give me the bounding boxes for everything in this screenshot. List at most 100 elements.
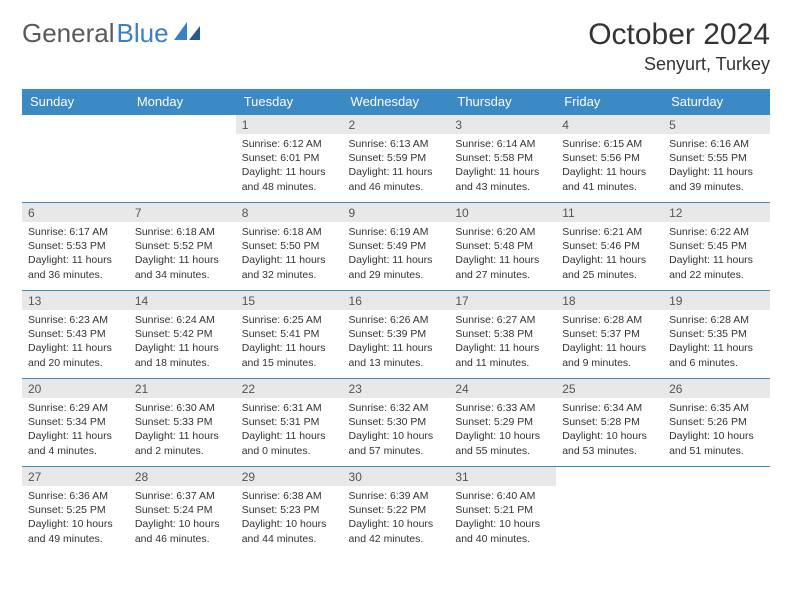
day-number: 30 bbox=[343, 467, 450, 486]
calendar-cell: 19Sunrise: 6:28 AMSunset: 5:35 PMDayligh… bbox=[663, 291, 770, 379]
brand-part2: Blue bbox=[117, 18, 169, 49]
day-number: 26 bbox=[663, 379, 770, 398]
calendar-cell: 23Sunrise: 6:32 AMSunset: 5:30 PMDayligh… bbox=[343, 379, 450, 467]
day-content: Sunrise: 6:16 AMSunset: 5:55 PMDaylight:… bbox=[663, 134, 770, 198]
day-content: Sunrise: 6:23 AMSunset: 5:43 PMDaylight:… bbox=[22, 310, 129, 374]
day-content: Sunrise: 6:18 AMSunset: 5:50 PMDaylight:… bbox=[236, 222, 343, 286]
day-content: Sunrise: 6:14 AMSunset: 5:58 PMDaylight:… bbox=[449, 134, 556, 198]
day-number: 24 bbox=[449, 379, 556, 398]
day-number: 28 bbox=[129, 467, 236, 486]
day-content: Sunrise: 6:37 AMSunset: 5:24 PMDaylight:… bbox=[129, 486, 236, 550]
calendar-cell: 1Sunrise: 6:12 AMSunset: 6:01 PMDaylight… bbox=[236, 115, 343, 203]
calendar-cell: 10Sunrise: 6:20 AMSunset: 5:48 PMDayligh… bbox=[449, 203, 556, 291]
day-content: Sunrise: 6:28 AMSunset: 5:35 PMDaylight:… bbox=[663, 310, 770, 374]
calendar-cell: 15Sunrise: 6:25 AMSunset: 5:41 PMDayligh… bbox=[236, 291, 343, 379]
day-number: 8 bbox=[236, 203, 343, 222]
day-content: Sunrise: 6:13 AMSunset: 5:59 PMDaylight:… bbox=[343, 134, 450, 198]
calendar-cell: 18Sunrise: 6:28 AMSunset: 5:37 PMDayligh… bbox=[556, 291, 663, 379]
day-content: Sunrise: 6:18 AMSunset: 5:52 PMDaylight:… bbox=[129, 222, 236, 286]
day-content: Sunrise: 6:15 AMSunset: 5:56 PMDaylight:… bbox=[556, 134, 663, 198]
calendar-cell: 7Sunrise: 6:18 AMSunset: 5:52 PMDaylight… bbox=[129, 203, 236, 291]
calendar-cell bbox=[556, 467, 663, 555]
day-content: Sunrise: 6:33 AMSunset: 5:29 PMDaylight:… bbox=[449, 398, 556, 462]
day-number: 29 bbox=[236, 467, 343, 486]
calendar-cell: 9Sunrise: 6:19 AMSunset: 5:49 PMDaylight… bbox=[343, 203, 450, 291]
day-number: 27 bbox=[22, 467, 129, 486]
day-content: Sunrise: 6:40 AMSunset: 5:21 PMDaylight:… bbox=[449, 486, 556, 550]
month-title: October 2024 bbox=[588, 18, 770, 52]
calendar-week: 6Sunrise: 6:17 AMSunset: 5:53 PMDaylight… bbox=[22, 203, 770, 291]
dayname-wednesday: Wednesday bbox=[343, 89, 450, 115]
day-number: 21 bbox=[129, 379, 236, 398]
day-number: 12 bbox=[663, 203, 770, 222]
page-header: GeneralBlue October 2024 Senyurt, Turkey bbox=[22, 18, 770, 75]
brand-part1: General bbox=[22, 18, 115, 49]
calendar-header-row: SundayMondayTuesdayWednesdayThursdayFrid… bbox=[22, 89, 770, 115]
calendar-cell: 16Sunrise: 6:26 AMSunset: 5:39 PMDayligh… bbox=[343, 291, 450, 379]
day-number: 18 bbox=[556, 291, 663, 310]
day-content: Sunrise: 6:24 AMSunset: 5:42 PMDaylight:… bbox=[129, 310, 236, 374]
calendar-week: 27Sunrise: 6:36 AMSunset: 5:25 PMDayligh… bbox=[22, 467, 770, 555]
day-content: Sunrise: 6:25 AMSunset: 5:41 PMDaylight:… bbox=[236, 310, 343, 374]
calendar-cell: 24Sunrise: 6:33 AMSunset: 5:29 PMDayligh… bbox=[449, 379, 556, 467]
calendar-cell: 30Sunrise: 6:39 AMSunset: 5:22 PMDayligh… bbox=[343, 467, 450, 555]
sail-icon bbox=[174, 18, 200, 49]
calendar-cell bbox=[22, 115, 129, 203]
day-number: 6 bbox=[22, 203, 129, 222]
calendar-cell: 12Sunrise: 6:22 AMSunset: 5:45 PMDayligh… bbox=[663, 203, 770, 291]
calendar-cell: 8Sunrise: 6:18 AMSunset: 5:50 PMDaylight… bbox=[236, 203, 343, 291]
day-number: 10 bbox=[449, 203, 556, 222]
calendar-cell: 28Sunrise: 6:37 AMSunset: 5:24 PMDayligh… bbox=[129, 467, 236, 555]
calendar-cell: 29Sunrise: 6:38 AMSunset: 5:23 PMDayligh… bbox=[236, 467, 343, 555]
day-content: Sunrise: 6:28 AMSunset: 5:37 PMDaylight:… bbox=[556, 310, 663, 374]
day-content: Sunrise: 6:30 AMSunset: 5:33 PMDaylight:… bbox=[129, 398, 236, 462]
calendar-cell: 25Sunrise: 6:34 AMSunset: 5:28 PMDayligh… bbox=[556, 379, 663, 467]
day-number: 25 bbox=[556, 379, 663, 398]
calendar-cell: 22Sunrise: 6:31 AMSunset: 5:31 PMDayligh… bbox=[236, 379, 343, 467]
calendar-cell bbox=[663, 467, 770, 555]
calendar-cell: 26Sunrise: 6:35 AMSunset: 5:26 PMDayligh… bbox=[663, 379, 770, 467]
calendar-cell: 31Sunrise: 6:40 AMSunset: 5:21 PMDayligh… bbox=[449, 467, 556, 555]
dayname-friday: Friday bbox=[556, 89, 663, 115]
dayname-monday: Monday bbox=[129, 89, 236, 115]
dayname-thursday: Thursday bbox=[449, 89, 556, 115]
day-content: Sunrise: 6:35 AMSunset: 5:26 PMDaylight:… bbox=[663, 398, 770, 462]
day-number: 22 bbox=[236, 379, 343, 398]
day-content: Sunrise: 6:26 AMSunset: 5:39 PMDaylight:… bbox=[343, 310, 450, 374]
calendar-cell: 4Sunrise: 6:15 AMSunset: 5:56 PMDaylight… bbox=[556, 115, 663, 203]
day-number: 16 bbox=[343, 291, 450, 310]
calendar-cell: 17Sunrise: 6:27 AMSunset: 5:38 PMDayligh… bbox=[449, 291, 556, 379]
day-content: Sunrise: 6:21 AMSunset: 5:46 PMDaylight:… bbox=[556, 222, 663, 286]
day-number: 14 bbox=[129, 291, 236, 310]
calendar-week: 20Sunrise: 6:29 AMSunset: 5:34 PMDayligh… bbox=[22, 379, 770, 467]
day-number: 7 bbox=[129, 203, 236, 222]
day-number: 3 bbox=[449, 115, 556, 134]
day-number: 11 bbox=[556, 203, 663, 222]
location-label: Senyurt, Turkey bbox=[588, 54, 770, 75]
calendar-table: SundayMondayTuesdayWednesdayThursdayFrid… bbox=[22, 89, 770, 555]
day-number: 15 bbox=[236, 291, 343, 310]
calendar-cell: 2Sunrise: 6:13 AMSunset: 5:59 PMDaylight… bbox=[343, 115, 450, 203]
day-number: 19 bbox=[663, 291, 770, 310]
day-content: Sunrise: 6:27 AMSunset: 5:38 PMDaylight:… bbox=[449, 310, 556, 374]
calendar-cell: 27Sunrise: 6:36 AMSunset: 5:25 PMDayligh… bbox=[22, 467, 129, 555]
title-block: October 2024 Senyurt, Turkey bbox=[588, 18, 770, 75]
dayname-sunday: Sunday bbox=[22, 89, 129, 115]
dayname-saturday: Saturday bbox=[663, 89, 770, 115]
calendar-week: 1Sunrise: 6:12 AMSunset: 6:01 PMDaylight… bbox=[22, 115, 770, 203]
calendar-cell: 20Sunrise: 6:29 AMSunset: 5:34 PMDayligh… bbox=[22, 379, 129, 467]
calendar-cell: 6Sunrise: 6:17 AMSunset: 5:53 PMDaylight… bbox=[22, 203, 129, 291]
day-number: 2 bbox=[343, 115, 450, 134]
calendar-cell: 14Sunrise: 6:24 AMSunset: 5:42 PMDayligh… bbox=[129, 291, 236, 379]
day-content: Sunrise: 6:39 AMSunset: 5:22 PMDaylight:… bbox=[343, 486, 450, 550]
day-number: 9 bbox=[343, 203, 450, 222]
calendar-week: 13Sunrise: 6:23 AMSunset: 5:43 PMDayligh… bbox=[22, 291, 770, 379]
calendar-cell: 21Sunrise: 6:30 AMSunset: 5:33 PMDayligh… bbox=[129, 379, 236, 467]
day-content: Sunrise: 6:20 AMSunset: 5:48 PMDaylight:… bbox=[449, 222, 556, 286]
day-number: 1 bbox=[236, 115, 343, 134]
day-content: Sunrise: 6:38 AMSunset: 5:23 PMDaylight:… bbox=[236, 486, 343, 550]
day-content: Sunrise: 6:22 AMSunset: 5:45 PMDaylight:… bbox=[663, 222, 770, 286]
day-number: 20 bbox=[22, 379, 129, 398]
day-content: Sunrise: 6:31 AMSunset: 5:31 PMDaylight:… bbox=[236, 398, 343, 462]
calendar-cell: 11Sunrise: 6:21 AMSunset: 5:46 PMDayligh… bbox=[556, 203, 663, 291]
